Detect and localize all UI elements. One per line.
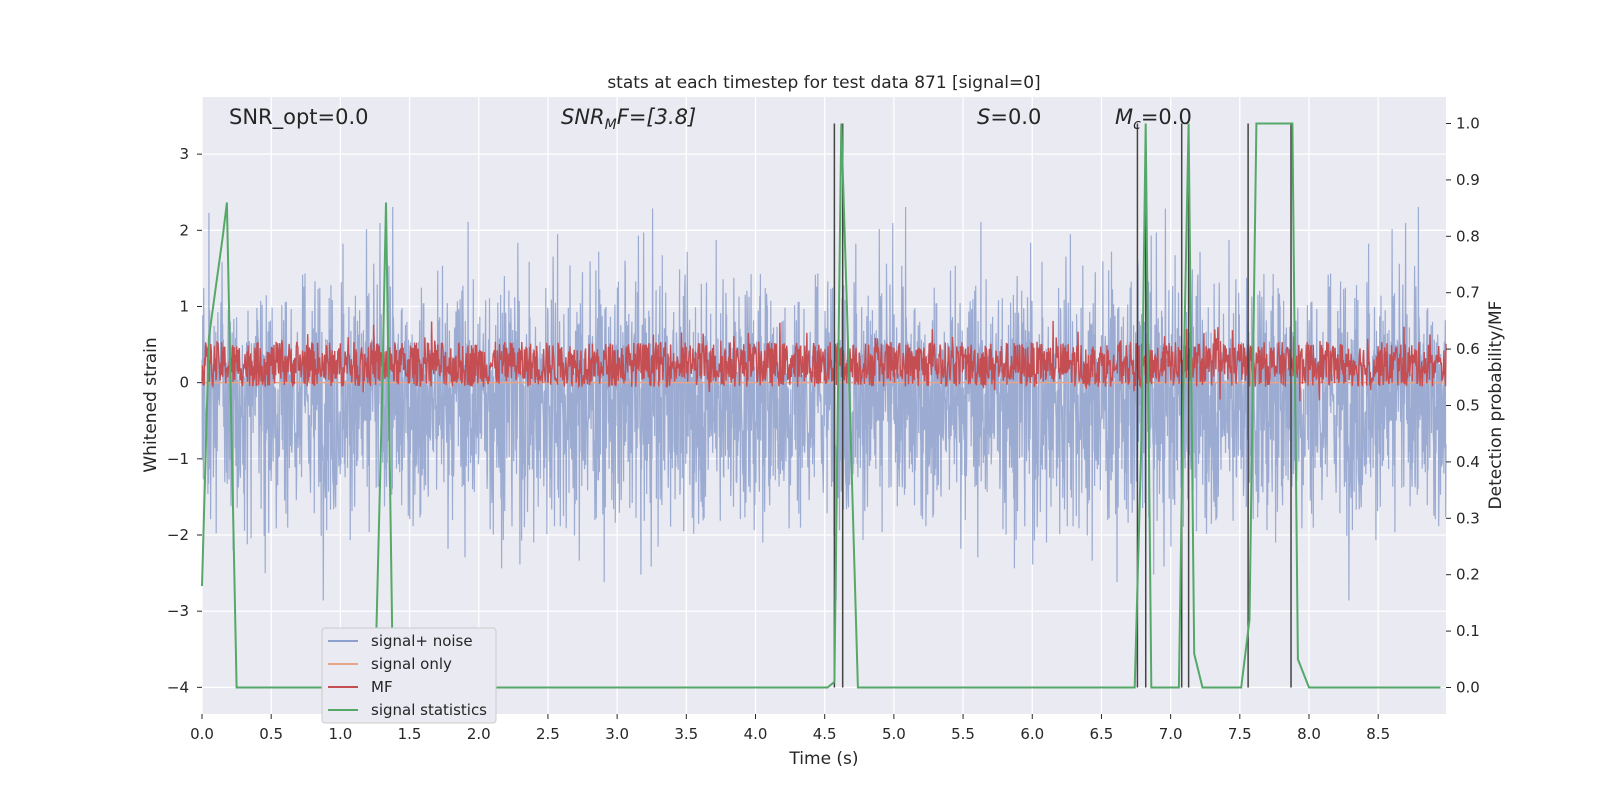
- x-tick-label: 6.5: [1090, 725, 1114, 743]
- signal-statistics-trace: [201, 122, 1441, 689]
- y-left-tick-label: 3: [179, 145, 189, 163]
- y-right-tick-label: 0.0: [1456, 678, 1480, 696]
- x-tick-label: 6.0: [1020, 725, 1044, 743]
- x-tick-label: 7.5: [1228, 725, 1252, 743]
- legend-label-signal-only: signal only: [371, 655, 452, 673]
- x-tick-label: 7.0: [1159, 725, 1183, 743]
- y-left-tick-label: −2: [167, 526, 189, 544]
- legend-label-signal-statistics: signal statistics: [371, 701, 487, 719]
- y-right-tick-label: 0.5: [1456, 397, 1480, 415]
- y-left-tick-label: −3: [167, 602, 189, 620]
- x-tick-label: 3.0: [605, 725, 629, 743]
- legend-box: [321, 627, 497, 724]
- y-left-tick-label: 2: [179, 221, 189, 239]
- x-tick-label: 5.5: [951, 725, 975, 743]
- y-right-tick-label: 0.2: [1456, 566, 1480, 584]
- y-left-tick-label: −4: [167, 678, 189, 696]
- y-right-tick-label: 0.8: [1456, 227, 1480, 245]
- x-tick-label: 1.0: [328, 725, 352, 743]
- annotation-snr-mf: SNRMF=[3.8]: [561, 105, 696, 133]
- x-tick-label: 4.5: [813, 725, 837, 743]
- series-mf: [201, 320, 1447, 402]
- y-axis-left-label: Whitened strain: [141, 337, 161, 472]
- y-right-tick-label: 1.0: [1456, 115, 1480, 133]
- series-signal-statistics: [201, 122, 1441, 689]
- y-axis-right-ticks: 0.0 0.1 0.2 0.3 0.4 0.5 0.6 0.7 0.8 0.9 1.0: [1446, 115, 1480, 696]
- y-axis-right-label: Detection probability/MF: [1486, 301, 1506, 510]
- y-left-tick-label: −1: [167, 450, 189, 468]
- annotation-mc: Mc=0.0: [1115, 105, 1192, 133]
- y-left-tick-label: 0: [179, 374, 189, 392]
- chart-title: stats at each timestep for test data 871…: [607, 73, 1040, 93]
- x-tick-label: 2.0: [467, 725, 491, 743]
- x-tick-label: 5.0: [882, 725, 906, 743]
- x-axis-label: Time (s): [788, 749, 858, 769]
- x-tick-label: 0.5: [259, 725, 283, 743]
- y-right-tick-label: 0.9: [1456, 171, 1480, 189]
- x-tick-label: 0.0: [190, 725, 214, 743]
- y-axis-left-ticks: −4 −3 −2 −1 0 1 2 3: [167, 145, 202, 696]
- x-tick-label: 3.5: [674, 725, 698, 743]
- y-right-tick-label: 0.4: [1456, 453, 1480, 471]
- legend-label-signal-noise: signal+ noise: [371, 632, 473, 650]
- x-tick-label: 2.5: [536, 725, 560, 743]
- y-right-tick-label: 0.3: [1456, 509, 1480, 527]
- x-axis-ticks: 0.0 0.5 1.0 1.5 2.0 2.5 3.0 3.5 4.0 4.5 5.0 5.5 6.0 6…: [190, 714, 1390, 743]
- x-tick-label: 4.0: [744, 725, 768, 743]
- x-tick-label: 1.5: [398, 725, 422, 743]
- annotation-s: S=0.0: [977, 105, 1041, 129]
- y-right-tick-label: 0.1: [1456, 622, 1480, 640]
- mf-trace: [201, 320, 1447, 402]
- annotation-snr-opt: SNR_opt=0.0: [229, 105, 369, 130]
- y-right-tick-label: 0.7: [1456, 284, 1480, 302]
- legend: signal+ noise signal only MF signal stat…: [321, 627, 497, 724]
- x-tick-label: 8.5: [1366, 725, 1390, 743]
- y-right-tick-label: 0.6: [1456, 340, 1480, 358]
- legend-label-mf: MF: [371, 678, 393, 696]
- y-left-tick-label: 1: [179, 297, 189, 315]
- x-tick-label: 8.0: [1297, 725, 1321, 743]
